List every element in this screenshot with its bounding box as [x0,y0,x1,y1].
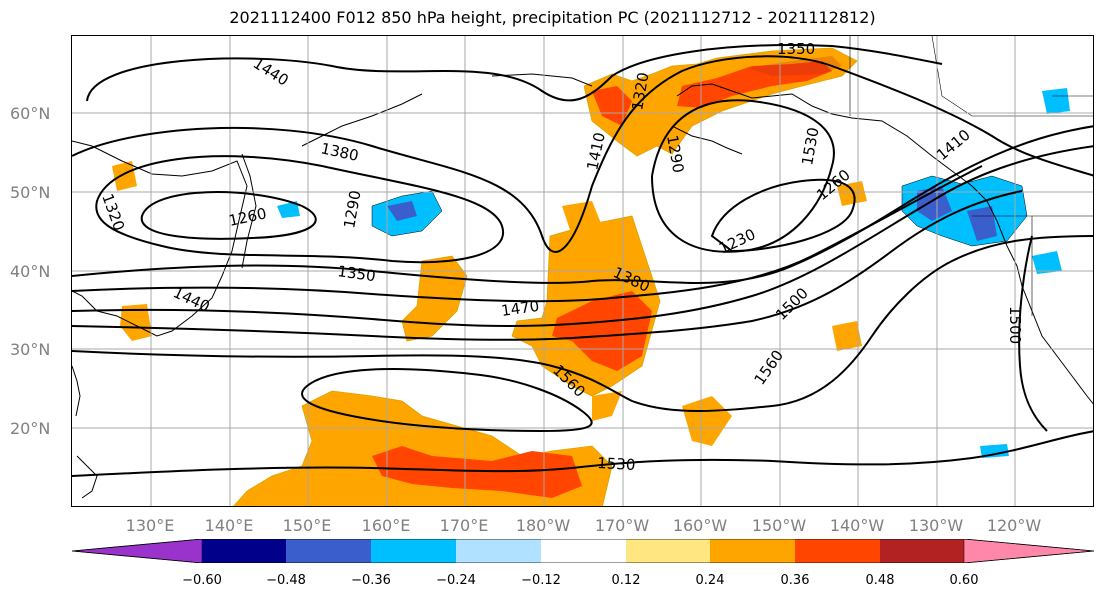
lon-label-130e: 130°E [125,516,175,535]
lat-label-30n: 30°N [10,340,51,359]
lon-label-150w: 150°W [751,516,807,535]
colorbar-bin-0 [72,539,203,563]
contour-label-1560-e: 1560 [751,347,788,389]
contour-label-1350-top: 1350 [777,40,815,58]
graticule [72,36,1093,506]
colorbar-tick-0: −0.60 [182,573,222,588]
contour-label-1260-w: 1260 [227,204,268,230]
political-borders [849,36,1093,316]
colorbar-bin-6 [626,539,710,563]
contour-label-1290-n: 1290 [663,134,687,175]
colorbar-bin-2 [286,539,371,563]
colorbar-tick-7: 0.36 [780,573,810,588]
map-panel: 1350 1440 1380 1320 1260 1290 1350 1440 … [71,35,1094,507]
contour-label-1230: 1230 [716,225,758,257]
contour-label-1380-nw: 1380 [319,139,360,165]
contour-label-1320-w: 1320 [98,191,128,233]
lon-label-130w: 130°W [908,516,964,535]
colorbar-bin-5 [541,539,626,563]
colorbar-tick-8: 0.48 [865,573,895,588]
colorbar-bin-7 [710,539,795,563]
lon-label-160w: 160°W [672,516,728,535]
contour-label-1470: 1470 [500,297,540,320]
height-contours [72,44,1093,477]
contour-label-1350-mid: 1350 [336,262,376,285]
colorbar-bin-10 [963,539,1094,563]
colorbar-bin-8 [795,539,880,563]
lon-label-120w: 120°W [986,516,1042,535]
contour-label-1500-e: 1500 [1006,306,1024,344]
lon-label-140w: 140°W [829,516,885,535]
contour-label-1410-n: 1410 [583,131,609,172]
lat-label-50n: 50°N [10,183,51,202]
lat-label-60n: 60°N [10,104,51,123]
lon-label-160e: 160°E [361,516,411,535]
lon-label-170e: 170°E [439,516,489,535]
colorbar-bin-4 [456,539,541,563]
lat-label-20n: 20°N [10,419,51,438]
contour-label-1410-ne: 1410 [933,126,974,164]
lon-label-140e: 140°E [204,516,254,535]
colorbar-tick-4: −0.12 [521,573,561,588]
contour-label-1290-w: 1290 [340,189,364,230]
coastlines [72,73,1093,499]
map-svg: 1350 1440 1380 1320 1260 1290 1350 1440 … [72,36,1093,506]
colorbar-tick-9: 0.60 [949,573,979,588]
lon-label-150e: 150°E [282,516,332,535]
lon-label-180w: 180°W [515,516,571,535]
plot-title: 2021112400 F012 850 hPa height, precipit… [229,8,876,27]
colorbar-tick-5: 0.12 [611,573,641,588]
colorbar-tick-2: −0.36 [351,573,391,588]
colorbar-bin-1 [202,539,286,563]
lat-label-40n: 40°N [10,262,51,281]
contour-label-1530-ne: 1530 [798,126,822,167]
colorbar-tick-3: −0.24 [436,573,476,588]
colorbar-bin-9 [880,539,964,563]
colorbar-tick-1: −0.48 [266,573,306,588]
colorbar [72,539,1094,563]
lon-label-170w: 170°W [594,516,650,535]
contour-label-1530: 1530 [597,454,636,474]
colorbar-bin-3 [371,539,456,563]
colorbar-tick-6: 0.24 [695,573,725,588]
